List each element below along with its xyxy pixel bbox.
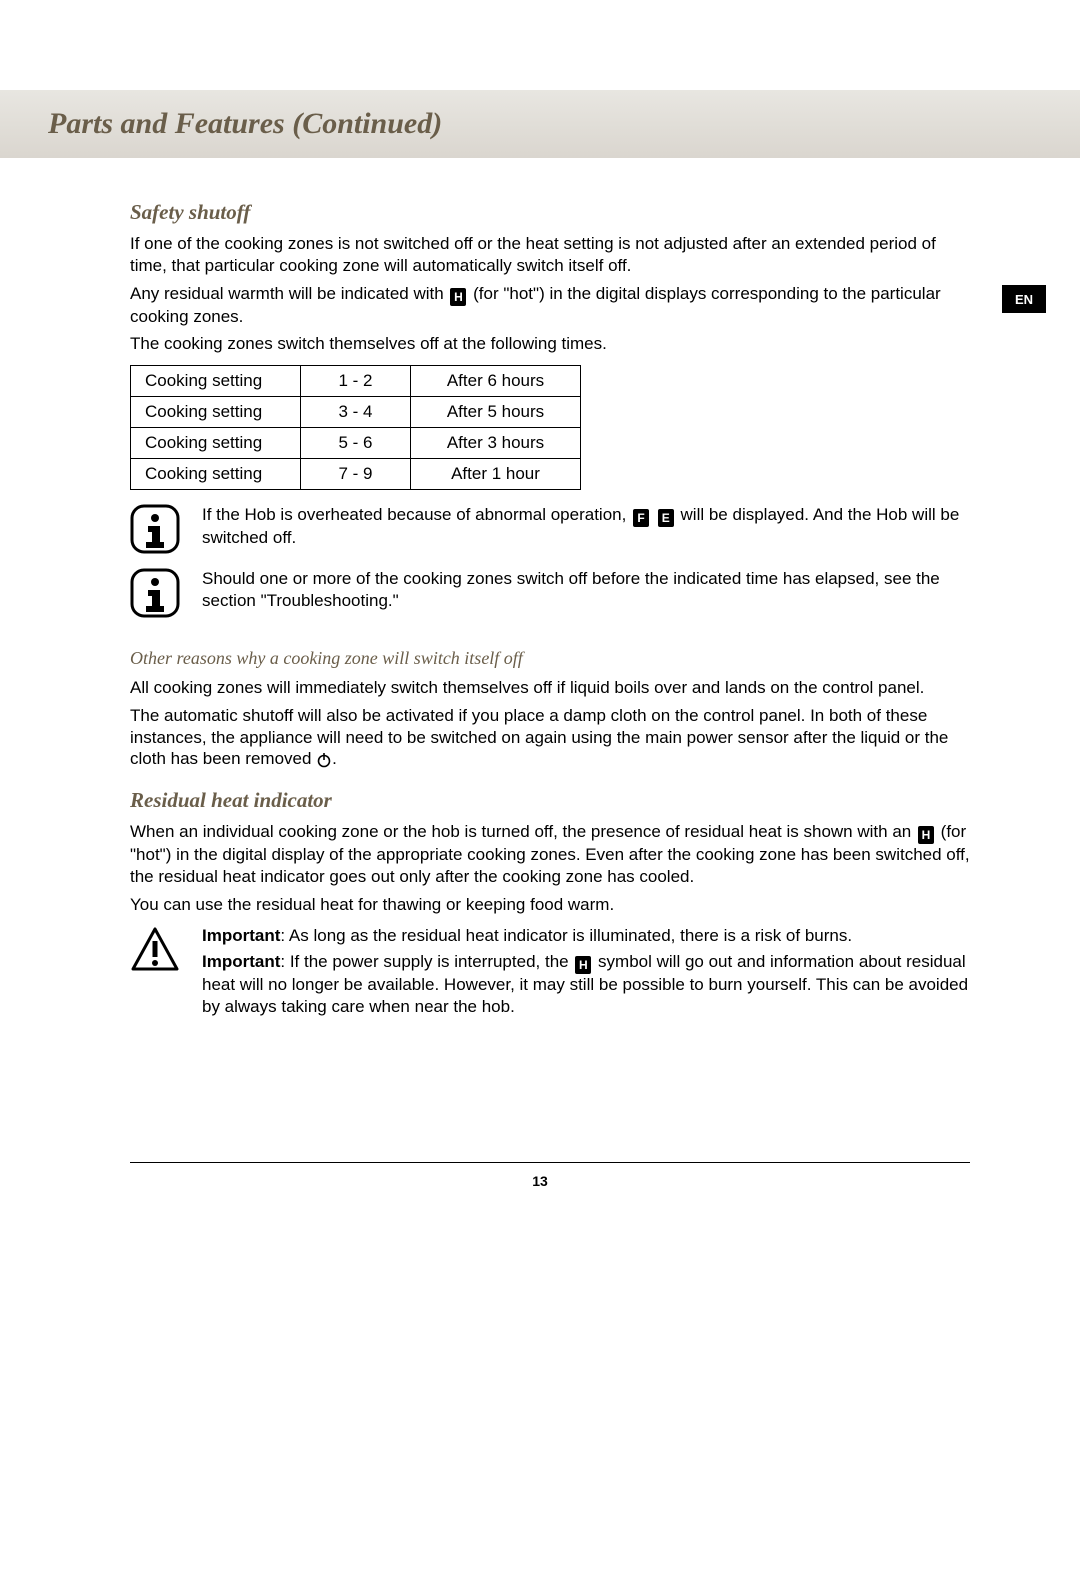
cell-time: After 5 hours (411, 397, 581, 428)
warning-1: Important: As long as the residual heat … (202, 925, 970, 947)
note2-text: Should one or more of the cooking zones … (202, 568, 970, 612)
info-icon (130, 568, 180, 618)
content-area: Safety shutoff If one of the cooking zon… (0, 158, 1080, 1022)
other-reasons-para-2: The automatic shutoff will also be activ… (130, 705, 970, 770)
other-reasons-heading: Other reasons why a cooking zone will sw… (130, 648, 970, 669)
important-label-2: Important (202, 952, 280, 971)
warning-text: Important: As long as the residual heat … (202, 925, 970, 1021)
footer-rule (130, 1162, 970, 1163)
safety-para-2-before: Any residual warmth will be indicated wi… (130, 284, 448, 303)
other-reasons-para-1: All cooking zones will immediately switc… (130, 677, 970, 699)
cell-range: 7 - 9 (301, 459, 411, 490)
cell-label: Cooking setting (131, 459, 301, 490)
info-note-1: If the Hob is overheated because of abno… (130, 504, 970, 554)
table-row: Cooking setting 5 - 6 After 3 hours (131, 428, 581, 459)
cell-range: 3 - 4 (301, 397, 411, 428)
other-para2-before: The automatic shutoff will also be activ… (130, 706, 948, 769)
error-symbol-e-icon: E (658, 509, 674, 527)
residual-para-2: You can use the residual heat for thawin… (130, 894, 970, 916)
table-row: Cooking setting 7 - 9 After 1 hour (131, 459, 581, 490)
warning-note: Important: As long as the residual heat … (130, 925, 970, 1021)
hot-symbol-icon: H (918, 826, 934, 844)
cell-time: After 6 hours (411, 366, 581, 397)
error-symbol-f-icon: F (633, 509, 649, 527)
hot-symbol-icon: H (575, 956, 591, 974)
cell-label: Cooking setting (131, 366, 301, 397)
cell-label: Cooking setting (131, 428, 301, 459)
cell-time: After 3 hours (411, 428, 581, 459)
safety-para-2: Any residual warmth will be indicated wi… (130, 283, 970, 328)
page-number: 13 (0, 1173, 1080, 1189)
table-row: Cooking setting 1 - 2 After 6 hours (131, 366, 581, 397)
info-icon (130, 504, 180, 554)
info-note-2-text: Should one or more of the cooking zones … (202, 568, 970, 616)
hot-symbol-icon: H (450, 288, 466, 306)
cell-range: 5 - 6 (301, 428, 411, 459)
warning-icon (130, 925, 180, 975)
page: Parts and Features (Continued) EN Safety… (0, 90, 1080, 1576)
safety-para-1: If one of the cooking zones is not switc… (130, 233, 970, 277)
cell-range: 1 - 2 (301, 366, 411, 397)
important-label-1: Important (202, 926, 280, 945)
shutoff-table: Cooking setting 1 - 2 After 6 hours Cook… (130, 365, 581, 490)
other-para2-after: . (332, 749, 337, 768)
note1-before: If the Hob is overheated because of abno… (202, 505, 631, 524)
residual-para1-before: When an individual cooking zone or the h… (130, 822, 916, 841)
header-band: Parts and Features (Continued) (0, 90, 1080, 158)
residual-para-1: When an individual cooking zone or the h… (130, 821, 970, 888)
warn2-before: : If the power supply is interrupted, th… (280, 952, 573, 971)
page-title: Parts and Features (Continued) (48, 107, 442, 141)
residual-heat-heading: Residual heat indicator (130, 788, 970, 813)
power-icon (316, 752, 332, 768)
info-note-2: Should one or more of the cooking zones … (130, 568, 970, 618)
cell-time: After 1 hour (411, 459, 581, 490)
cell-label: Cooking setting (131, 397, 301, 428)
info-note-1-text: If the Hob is overheated because of abno… (202, 504, 970, 553)
safety-shutoff-heading: Safety shutoff (130, 200, 970, 225)
warn1-text: : As long as the residual heat indicator… (280, 926, 852, 945)
safety-para-3: The cooking zones switch themselves off … (130, 333, 970, 355)
warning-2: Important: If the power supply is interr… (202, 951, 970, 1018)
table-row: Cooking setting 3 - 4 After 5 hours (131, 397, 581, 428)
